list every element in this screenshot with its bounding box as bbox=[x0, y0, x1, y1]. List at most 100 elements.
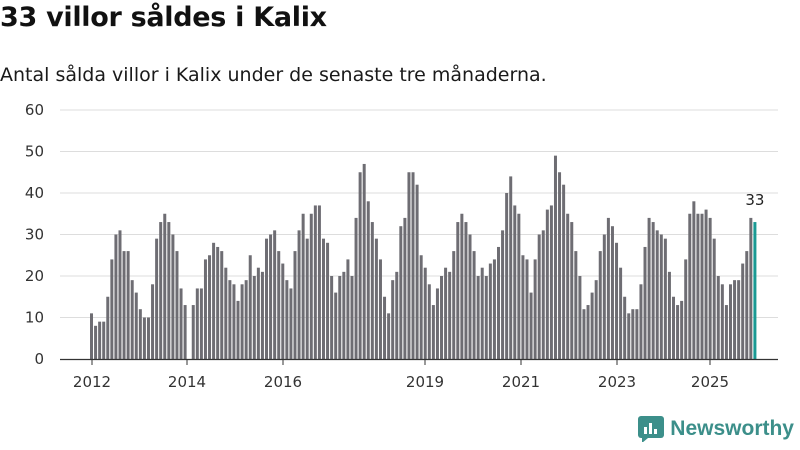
y-tick-label: 0 bbox=[34, 350, 44, 368]
bar bbox=[252, 276, 256, 359]
x-axis: 2012 2014 2016 2019 2021 2023 2025 bbox=[60, 358, 778, 391]
bar bbox=[663, 238, 667, 359]
bar bbox=[106, 296, 110, 359]
bar bbox=[659, 234, 663, 359]
bar bbox=[378, 259, 382, 359]
bar bbox=[517, 213, 521, 359]
y-tick-label: 10 bbox=[25, 309, 44, 327]
bar bbox=[497, 246, 500, 359]
bar bbox=[138, 309, 142, 359]
bar bbox=[570, 222, 574, 359]
bar bbox=[110, 259, 114, 359]
bar bbox=[256, 267, 260, 359]
x-tick-label: 2021 bbox=[502, 373, 540, 391]
bar bbox=[728, 284, 732, 359]
bar bbox=[273, 230, 277, 359]
chart-subtitle: Antal sålda villor i Kalix under de sena… bbox=[0, 64, 547, 86]
bar bbox=[183, 305, 187, 359]
bar bbox=[578, 276, 582, 359]
bar bbox=[444, 267, 448, 359]
chart-title: 33 villor såldes i Kalix bbox=[0, 2, 327, 33]
bar bbox=[513, 205, 517, 359]
bar bbox=[134, 292, 138, 359]
newsworthy-logo: Newsworthy bbox=[638, 416, 794, 442]
bar bbox=[545, 209, 549, 359]
bar bbox=[533, 259, 537, 359]
bar bbox=[700, 213, 704, 359]
bar bbox=[590, 292, 594, 359]
bar bbox=[598, 251, 602, 359]
bar bbox=[631, 309, 635, 359]
bar bbox=[236, 300, 240, 359]
bar bbox=[619, 267, 623, 359]
bar bbox=[549, 205, 553, 359]
y-tick-label: 60 bbox=[25, 101, 44, 119]
bar-chart-logo-icon bbox=[638, 416, 665, 442]
bar bbox=[716, 276, 720, 359]
bar bbox=[480, 267, 484, 359]
bar bbox=[334, 292, 338, 359]
bar bbox=[627, 313, 631, 359]
bar bbox=[566, 213, 570, 359]
bar bbox=[672, 296, 676, 359]
bar bbox=[594, 280, 598, 359]
bar bbox=[362, 163, 366, 359]
bar bbox=[122, 251, 126, 359]
bar bbox=[472, 251, 476, 359]
bar bbox=[464, 222, 468, 359]
bar bbox=[354, 217, 358, 359]
bar bbox=[708, 217, 712, 359]
bar bbox=[240, 284, 244, 359]
x-tick-label: 2023 bbox=[598, 373, 636, 391]
bar bbox=[167, 222, 171, 359]
bar bbox=[330, 276, 334, 359]
bar bbox=[440, 276, 444, 359]
bar bbox=[350, 276, 354, 359]
bar bbox=[326, 242, 330, 359]
bar bbox=[643, 246, 647, 359]
bar bbox=[582, 309, 586, 359]
bar bbox=[370, 222, 374, 359]
bar bbox=[342, 271, 346, 359]
bar bbox=[114, 234, 118, 359]
bar bbox=[448, 271, 452, 359]
bar bbox=[175, 251, 179, 359]
y-tick-label: 40 bbox=[25, 184, 44, 202]
bar bbox=[574, 251, 578, 359]
bar bbox=[509, 176, 513, 359]
bar bbox=[733, 280, 737, 359]
x-tick-label: 2019 bbox=[406, 373, 444, 391]
bar bbox=[399, 226, 403, 359]
bar-series bbox=[90, 155, 757, 359]
bar bbox=[224, 267, 228, 359]
bar bbox=[383, 296, 387, 359]
bar bbox=[737, 280, 741, 359]
x-tick-label: 2012 bbox=[73, 373, 111, 391]
bar bbox=[391, 280, 395, 359]
bar bbox=[505, 193, 509, 359]
bar bbox=[419, 255, 423, 359]
bar bbox=[293, 251, 297, 359]
bar bbox=[220, 251, 224, 359]
bar bbox=[562, 184, 566, 359]
bar bbox=[151, 284, 155, 359]
bar bbox=[692, 201, 696, 359]
bar bbox=[208, 255, 212, 359]
bar bbox=[277, 251, 281, 359]
bar bbox=[452, 251, 456, 359]
bar bbox=[358, 172, 362, 359]
x-tick-label: 2025 bbox=[691, 373, 729, 391]
bar bbox=[651, 222, 655, 359]
bar bbox=[305, 238, 309, 359]
bar bbox=[395, 271, 399, 359]
bar bbox=[130, 280, 134, 359]
bar bbox=[492, 259, 496, 359]
bar bbox=[411, 172, 415, 359]
bar bbox=[623, 296, 627, 359]
y-axis-ticks: 0 10 20 30 40 50 60 bbox=[25, 101, 44, 368]
bar bbox=[191, 305, 195, 359]
bar bbox=[195, 288, 199, 359]
bar bbox=[423, 267, 427, 359]
bar bbox=[90, 313, 93, 359]
